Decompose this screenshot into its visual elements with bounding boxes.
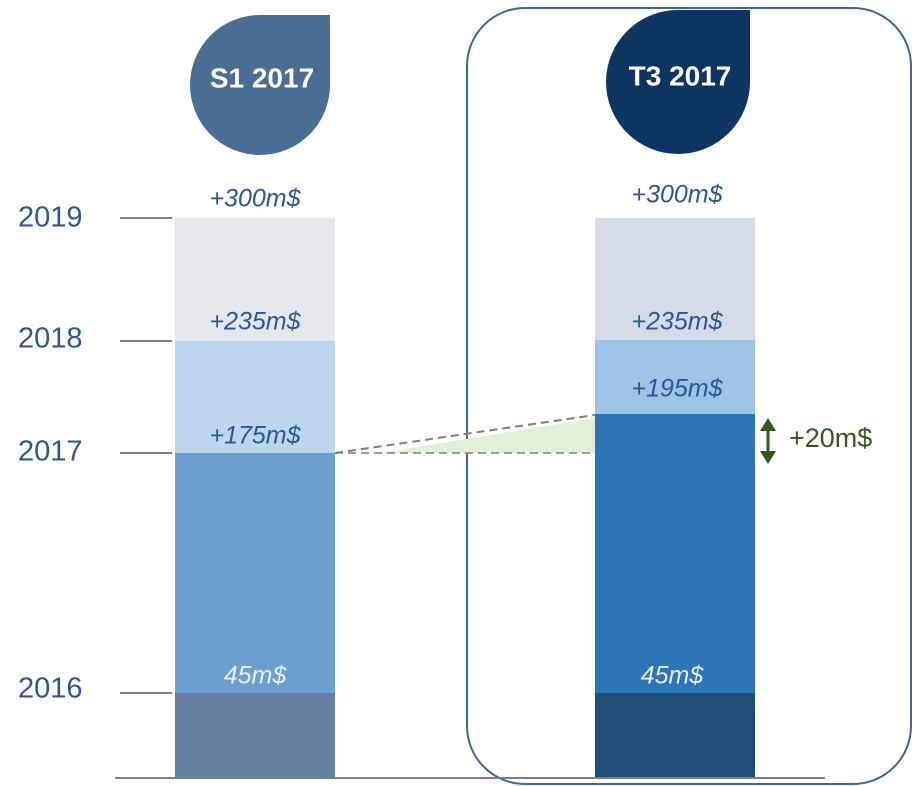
highlight-frame xyxy=(466,7,912,785)
segment-label: 45m$ xyxy=(224,662,288,690)
column-title: T3 2017 xyxy=(629,60,732,91)
segment xyxy=(175,341,335,453)
segment xyxy=(595,693,755,778)
year-label: 2016 xyxy=(18,673,83,705)
segment xyxy=(175,693,335,778)
year-label: 2018 xyxy=(18,323,83,355)
segment-label: 45m$ xyxy=(641,662,705,690)
segment xyxy=(595,340,755,414)
dashed-line xyxy=(334,414,596,454)
segment-label: +235m$ xyxy=(631,308,723,336)
segment xyxy=(175,218,335,341)
segment-label: +235m$ xyxy=(209,308,301,336)
segment xyxy=(595,414,755,693)
segment-label: +300m$ xyxy=(631,181,723,209)
segment-label: +195m$ xyxy=(631,375,723,403)
delta-arrow xyxy=(760,418,776,464)
segment-label: +300m$ xyxy=(209,185,301,213)
segment-label: +175m$ xyxy=(209,422,301,450)
delta-label: +20m$ xyxy=(789,423,872,453)
title-badge xyxy=(606,9,750,154)
segment xyxy=(595,218,755,340)
segment xyxy=(175,453,335,693)
year-label: 2019 xyxy=(18,202,83,234)
title-badge xyxy=(190,15,330,155)
delta-wedge xyxy=(380,418,595,453)
year-label: 2017 xyxy=(18,436,83,468)
column-title: S1 2017 xyxy=(210,62,314,93)
